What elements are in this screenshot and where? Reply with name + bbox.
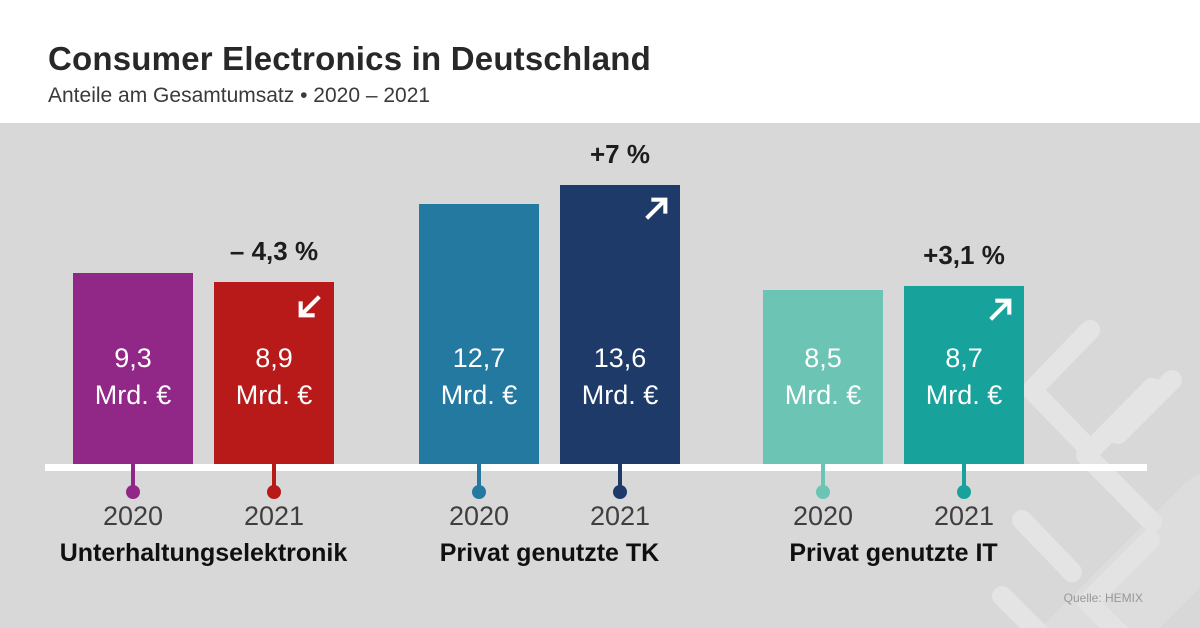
year-label: 2021: [243, 501, 305, 531]
year-label: 2021: [589, 501, 651, 531]
group-label-privat-genutzte-tk: Privat genutzte TK: [439, 539, 660, 567]
change-percent-label: +7 %: [590, 139, 650, 169]
bar-privat-genutzte-tk-2021: 13,6 Mrd. €: [560, 185, 680, 464]
year-label: 2020: [792, 501, 854, 531]
year-label: 2020: [102, 501, 164, 531]
year-marker-dot: [613, 485, 627, 499]
bar-value-label: 8,5 Mrd. €: [784, 343, 862, 410]
year-marker-stem: [131, 464, 135, 492]
year-marker-stem: [477, 464, 481, 492]
bar-value-label: 12,7 Mrd. €: [440, 343, 518, 410]
bar-privat-genutzte-it-2020: 8,5 Mrd. €: [763, 290, 883, 464]
year-marker-dot: [126, 485, 140, 499]
page-subtitle: Anteile am Gesamtumsatz • 2020 – 2021: [48, 84, 431, 107]
bar-privat-genutzte-it-2021: 8,7 Mrd. €: [904, 286, 1024, 464]
group-label-unterhaltungselektronik: Unterhaltungselektronik: [59, 539, 348, 567]
change-percent-label: – 4,3 %: [229, 236, 319, 266]
year-marker-stem: [272, 464, 276, 492]
bar-value-label: 9,3 Mrd. €: [94, 343, 172, 410]
bar-unterhaltungselektronik-2021: 8,9 Mrd. €: [214, 282, 334, 464]
year-marker-dot: [957, 485, 971, 499]
source-caption: Quelle: HEMIX: [1063, 591, 1143, 605]
year-marker-stem: [962, 464, 966, 492]
year-marker-dot: [472, 485, 486, 499]
change-percent-label: +3,1 %: [923, 240, 1005, 270]
year-label: 2020: [448, 501, 510, 531]
trend-down-arrow-icon: [298, 295, 321, 318]
bar-unterhaltungselektronik-2020: 9,3 Mrd. €: [73, 273, 193, 464]
bar-privat-genutzte-tk-2020: 12,7 Mrd. €: [419, 204, 539, 464]
page-title: Consumer Electronics in Deutschland: [48, 40, 651, 77]
bar-value-label: 13,6 Mrd. €: [581, 343, 659, 410]
trend-up-arrow-icon: [645, 197, 668, 220]
bar-value-label: 8,9 Mrd. €: [235, 343, 313, 410]
trend-up-arrow-icon: [989, 298, 1012, 321]
bar-value-label: 8,7 Mrd. €: [925, 343, 1003, 410]
group-label-privat-genutzte-it: Privat genutzte IT: [789, 539, 998, 567]
year-label: 2021: [933, 501, 995, 531]
year-marker-stem: [821, 464, 825, 492]
year-marker-dot: [267, 485, 281, 499]
year-marker-stem: [618, 464, 622, 492]
year-marker-dot: [816, 485, 830, 499]
chart-baseline: [45, 464, 1147, 471]
